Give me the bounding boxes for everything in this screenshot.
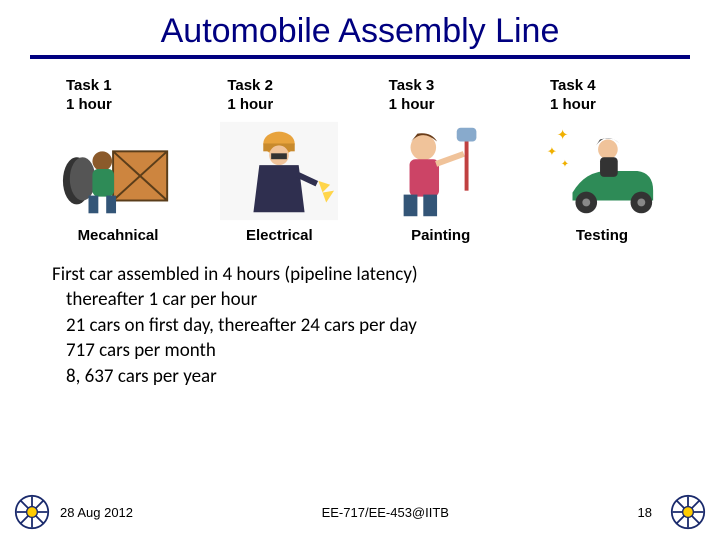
task-testing: Task 4 1 hour ✦ ✦ ✦ Testing [532,77,672,244]
footer-page: 18 [638,505,652,520]
iitb-logo-left [14,494,50,530]
testing-icon: ✦ ✦ ✦ [543,121,661,221]
task-name: Task 3 [389,77,435,94]
task-caption: Painting [371,227,511,244]
task-header: Task 4 1 hour [532,77,672,115]
body-line-5: 8, 637 cars per year [52,364,700,390]
task-header: Task 1 1 hour [48,77,188,115]
task-caption: Testing [532,227,672,244]
task-header: Task 2 1 hour [209,77,349,115]
tasks-row: Task 1 1 hour Mecahnical [20,77,700,244]
body-text: First car assembled in 4 hours (pipeline… [20,262,700,390]
body-line-2: thereafter 1 car per hour [52,287,700,313]
task-duration: 1 hour [66,96,112,113]
task-name: Task 1 [66,77,112,94]
task-mechanical: Task 1 1 hour Mecahnical [48,77,188,244]
body-line-3: 21 cars on first day, thereafter 24 cars… [52,313,700,339]
task-header: Task 3 1 hour [371,77,511,115]
body-line-4: 717 cars per month [52,338,700,364]
svg-text:✦: ✦ [557,127,569,142]
footer-center: EE-717/EE-453@IITB [322,505,449,520]
svg-text:✦: ✦ [547,144,557,158]
task-caption: Mecahnical [48,227,188,244]
page-title: Automobile Assembly Line [20,12,700,51]
body-line-1: First car assembled in 4 hours (pipeline… [52,262,700,288]
mechanical-icon [59,121,177,221]
task-duration: 1 hour [227,96,273,113]
painting-icon [382,121,500,221]
iitb-logo-right [670,494,706,530]
task-name: Task 4 [550,77,596,94]
electrical-icon [220,121,338,221]
task-duration: 1 hour [389,96,435,113]
task-electrical: Task 2 1 hour Electrical [209,77,349,244]
footer: 28 Aug 2012 EE-717/EE-453@IITB 18 [0,494,720,530]
task-name: Task 2 [227,77,273,94]
svg-text:✦: ✦ [561,159,569,170]
task-painting: Task 3 1 hour Painting [371,77,511,244]
title-rule [30,55,690,59]
task-duration: 1 hour [550,96,596,113]
task-caption: Electrical [209,227,349,244]
footer-date: 28 Aug 2012 [60,505,133,520]
